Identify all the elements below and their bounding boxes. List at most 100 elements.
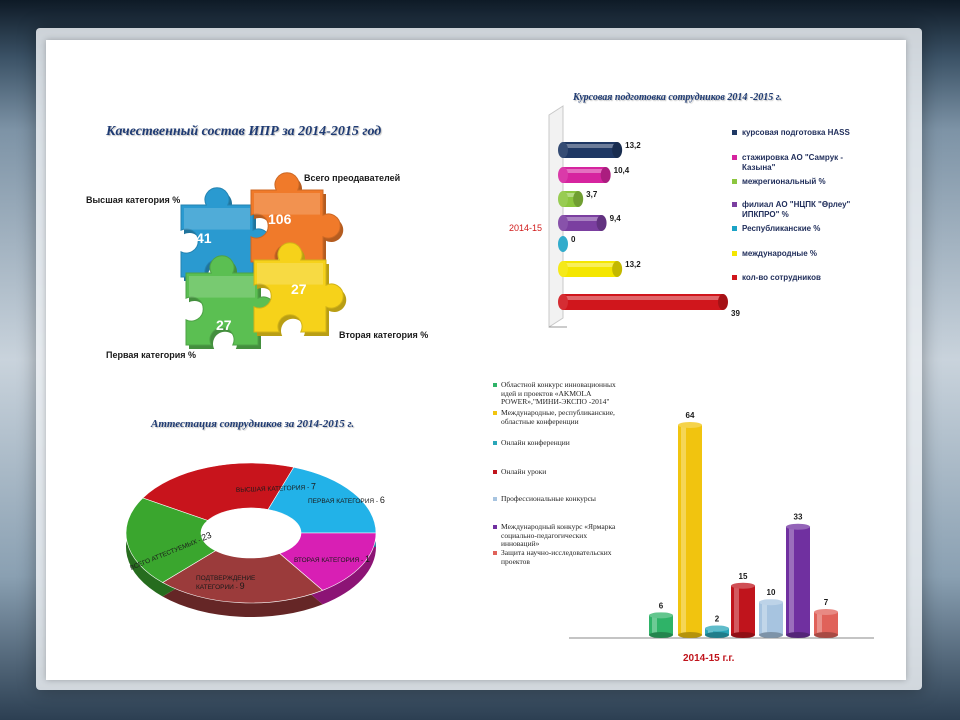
puzzle-piece-second: 27: [253, 242, 347, 336]
training-bar-body: [563, 215, 602, 231]
legend-swatch: [493, 383, 497, 387]
contests-bar-6: 7: [814, 598, 838, 638]
puzzle-label-first: Первая категория %: [106, 350, 196, 360]
training-wall: [548, 105, 564, 328]
donut-slice-4: [125, 497, 217, 583]
legend-swatch: [732, 202, 737, 207]
contests-bar-body: [678, 425, 702, 635]
donut-slice-2: [279, 532, 377, 591]
legend-label: Профессиональные конкурсы: [501, 494, 596, 503]
legend-label: Областной конкурс инновационных идей и п…: [501, 380, 616, 406]
contests-bar-body: [814, 612, 838, 635]
training-bar-2: 3,7: [558, 190, 598, 207]
training-title: Курсовая подготовка сотрудников 2014 -20…: [573, 92, 782, 103]
contests-value-label: 33: [794, 513, 803, 522]
legend-label: Защита научно-исследовательских проектов: [501, 548, 612, 566]
training-legend-item: международные %: [732, 249, 852, 259]
contests-bar-5: 33: [786, 513, 810, 638]
donut-slice-1: [267, 466, 377, 534]
training-value-label: 10,4: [614, 166, 630, 175]
legend-swatch: [732, 251, 737, 256]
donut-label-2: ВТОРАЯ КАТЕГОРИЯ - 1: [294, 554, 370, 564]
training-bar-body: [563, 261, 618, 277]
donut-label-1: ПЕРВАЯ КАТЕГОРИЯ - 6: [308, 495, 385, 505]
training-value-label: 13,2: [625, 260, 641, 269]
legend-label: курсовая подготовка HASS: [742, 128, 850, 137]
puzzle-label-highest: Высшая категория %: [86, 195, 181, 205]
contests-legend-item: Защита научно-исследовательских проектов: [493, 548, 623, 566]
donut-label-3: ПОДТВЕРЖДЕНИЕ КАТЕГОРИИ - 9: [196, 575, 256, 591]
puzzle-value-second: 27: [291, 281, 307, 297]
slide: Качественный состав ИПР за 2014-2015 год…: [46, 40, 906, 680]
legend-label: Онлайн уроки: [501, 467, 547, 476]
puzzle-piece-first: 27: [185, 255, 279, 350]
puzzle-value-first: 27: [216, 317, 232, 333]
contests-legend-item: Международный конкурс «Ярмарка социально…: [493, 522, 623, 549]
training-bar-1: 10,4: [558, 166, 630, 183]
puzzle-title: Качественный состав ИПР за 2014-2015 год: [106, 124, 382, 139]
contests-xlabel: 2014-15 г.г.: [683, 653, 735, 664]
contests-bar-3: 15: [731, 572, 755, 638]
legend-label: кол-во сотрудников: [742, 273, 821, 282]
training-bar-body: [563, 142, 618, 158]
training-category-label: 2014-15: [509, 223, 543, 233]
legend-label: стажировка АО "Самрук - Казына": [742, 153, 844, 172]
donut-label-0: ВЫСШАЯ КАТЕГОРИЯ - 7: [236, 481, 317, 494]
contests-legend-item: Международные, республиканские, областны…: [493, 408, 623, 426]
training-legend-item: филиал АО "НЦПК "Өрлеу" ИПКПРО" %: [732, 200, 852, 220]
puzzle-label-total: Всего преодавателей: [304, 173, 401, 183]
legend-label: Республиканские %: [742, 224, 821, 233]
legend-swatch: [493, 441, 497, 445]
training-legend-item: кол-во сотрудников: [732, 273, 852, 283]
training-bar-0: 13,2: [558, 141, 641, 158]
contests-legend-item: Профессиональные конкурсы: [493, 494, 623, 504]
puzzle-piece-total: 106: [250, 172, 344, 266]
legend-label: филиал АО "НЦПК "Өрлеу" ИПКПРО" %: [742, 200, 851, 219]
legend-swatch: [732, 275, 737, 280]
contests-bar-body: [705, 628, 729, 635]
training-legend-item: Республиканские %: [732, 224, 852, 234]
contests-bar-0: 6: [649, 601, 673, 638]
legend-swatch: [732, 130, 737, 135]
legend-label: Онлайн конференции: [501, 438, 570, 447]
legend-swatch: [732, 155, 737, 160]
puzzle-value-total: 106: [268, 211, 292, 227]
training-bar-body: [563, 167, 606, 183]
legend-label: Международный конкурс «Ярмарка социально…: [501, 522, 616, 548]
contests-bar-1: 64: [678, 411, 702, 638]
training-value-label: 0: [571, 235, 576, 244]
training-legend-item: стажировка АО "Самрук - Казына": [732, 153, 852, 173]
contests-bar-body: [731, 585, 755, 635]
legend-swatch: [493, 525, 497, 529]
training-bar-4: 0: [558, 235, 576, 252]
contests-value-label: 2: [715, 614, 720, 623]
contests-value-label: 15: [739, 572, 748, 581]
training-bar-body: [563, 191, 579, 207]
contests-value-label: 64: [686, 411, 695, 420]
donut-label-4: ВСЕГО АТТЕСТУЕМЫХ - 23: [128, 530, 213, 572]
training-bar-5: 13,2: [558, 260, 641, 277]
legend-label: межрегиональный %: [742, 177, 826, 186]
donut-slice-0: [142, 462, 295, 521]
donut-hole: [201, 508, 301, 558]
legend-swatch: [732, 226, 737, 231]
training-value-label: 9,4: [610, 214, 622, 223]
puzzle-label-second: Вторая категория %: [339, 330, 429, 340]
legend-swatch: [493, 411, 497, 415]
legend-swatch: [493, 497, 497, 501]
contests-legend-item: Онлайн уроки: [493, 467, 623, 477]
contests-value-label: 10: [767, 588, 776, 597]
training-bar-6: 39: [558, 294, 740, 318]
donut-slice-3: [162, 550, 324, 604]
contests-legend-item: Онлайн конференции: [493, 438, 623, 448]
contests-value-label: 7: [824, 598, 829, 607]
contests-bar-4: 10: [759, 588, 783, 638]
training-value-label: 13,2: [625, 141, 641, 150]
legend-swatch: [493, 551, 497, 555]
training-legend-item: межрегиональный %: [732, 177, 852, 187]
training-value-label: 39: [731, 309, 740, 318]
contests-bar-body: [649, 615, 673, 635]
contests-legend-item: Областной конкурс инновационных идей и п…: [493, 380, 623, 407]
training-value-label: 3,7: [586, 190, 598, 199]
legend-swatch: [732, 179, 737, 184]
